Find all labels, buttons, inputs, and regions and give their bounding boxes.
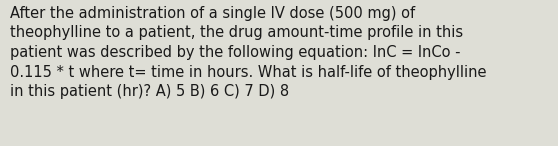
Text: After the administration of a single IV dose (500 mg) of
theophylline to a patie: After the administration of a single IV … [10, 6, 487, 99]
